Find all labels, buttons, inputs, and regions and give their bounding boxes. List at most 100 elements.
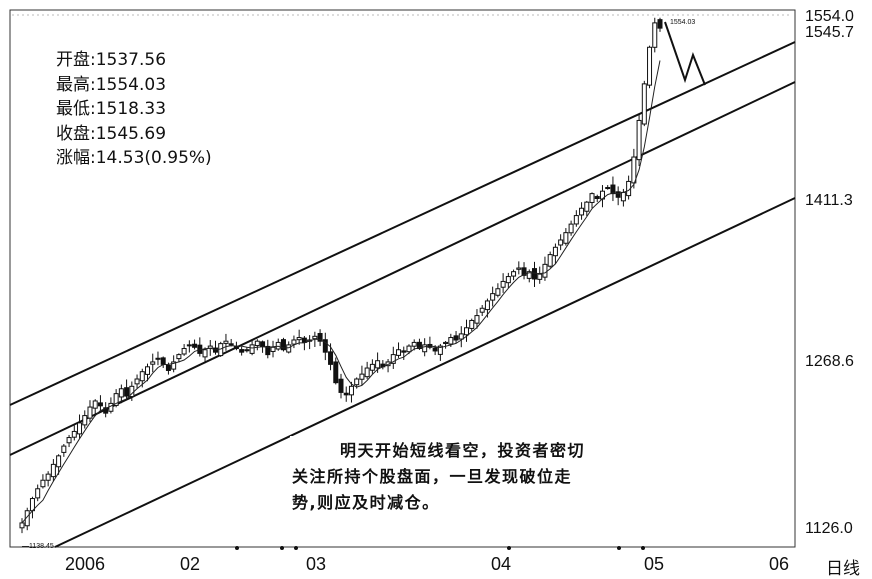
trend-line-lower: [54, 197, 796, 548]
candle-body: [406, 345, 412, 353]
candle-body: [233, 345, 239, 350]
candle-body: [479, 307, 485, 313]
candle-body: [511, 271, 517, 277]
candle-body: [139, 371, 145, 382]
candle-body: [239, 349, 245, 353]
event-markers: [235, 546, 645, 550]
candle-body: [443, 341, 449, 345]
y-label-second: 1545.7: [805, 24, 854, 41]
commentary-box: 明天开始短线看空，投资者密切 关注所持个股盘面，一旦发现破位走 势,则应及时减仓…: [290, 436, 665, 524]
candle-body: [411, 341, 417, 347]
candle-body: [641, 83, 647, 125]
candle-body: [526, 271, 532, 279]
y-label-fourth: 1268.6: [805, 353, 854, 370]
candle-body: [312, 335, 318, 340]
candle-body: [636, 119, 642, 161]
candle-body: [448, 337, 454, 345]
candle-body: [280, 339, 286, 351]
ohlc-info-panel: 开盘:1537.56 最高:1554.03 最低:1518.33 收盘:1545.69…: [56, 48, 212, 171]
candle-body: [275, 341, 281, 350]
candle-body: [432, 347, 438, 352]
candle-body: [265, 345, 271, 356]
candle-body: [35, 488, 41, 499]
event-marker: [294, 546, 298, 550]
projection-zigzag: [664, 21, 706, 86]
trend-line-upper: [9, 41, 796, 406]
x-label-02: 02: [179, 554, 201, 574]
commentary-line-3: 势,则应及时减仓。: [292, 493, 440, 512]
candle-body: [77, 422, 83, 435]
candle-body: [354, 378, 360, 386]
candle-body: [202, 349, 208, 358]
candle-body: [254, 340, 260, 347]
candle-body: [495, 288, 501, 296]
candle-body: [181, 348, 187, 355]
candle-body: [542, 263, 548, 278]
candle-body: [552, 246, 558, 257]
x-label-06: 06: [768, 554, 790, 574]
candle-body: [584, 201, 590, 212]
candle-body: [97, 402, 103, 407]
candle-body: [134, 378, 140, 385]
candle-body: [605, 187, 611, 190]
candle-body: [260, 341, 266, 347]
event-marker: [235, 546, 239, 550]
candle-body: [547, 254, 553, 267]
y-label-top: 1554.0: [805, 8, 854, 25]
info-row-2: 最低:1518.33: [56, 99, 167, 119]
candle-body: [610, 184, 616, 195]
candle-body: [369, 363, 375, 371]
event-marker: [507, 546, 511, 550]
candle-body: [333, 361, 339, 384]
candle-body: [103, 407, 109, 414]
commentary-line-1: 明天开始短线看空，投资者密切: [340, 441, 586, 460]
x-label-05: 05: [643, 554, 665, 574]
candle-body: [19, 522, 25, 529]
candle-body: [594, 196, 600, 200]
candle-body: [615, 191, 621, 198]
info-row-1: 最高:1554.03: [56, 74, 167, 95]
event-marker: [641, 546, 645, 550]
candle-body: [537, 273, 543, 280]
candle-body: [165, 364, 171, 371]
x-label-04: 04: [490, 554, 512, 574]
y-label-bottom: 1126.0: [805, 520, 853, 537]
candle-body: [484, 300, 490, 311]
candle-body: [56, 455, 62, 468]
candle-body: [422, 344, 428, 353]
candle-body: [589, 193, 595, 203]
candle-body: [24, 510, 30, 527]
candle-body: [343, 392, 349, 396]
y-label-third: 1411.3: [805, 192, 853, 209]
peak-annotation: 1554.03: [670, 19, 695, 26]
candle-body: [469, 319, 475, 329]
event-marker: [617, 546, 621, 550]
candle-body: [568, 223, 574, 234]
candle-body: [359, 373, 365, 380]
candle-body: [396, 349, 402, 356]
candle-body: [458, 333, 464, 340]
low-annotation: —1138.45: [22, 543, 54, 550]
candle-body: [338, 378, 344, 393]
candle-body: [375, 360, 381, 369]
candle-body: [328, 351, 334, 365]
candle-body: [50, 463, 56, 478]
candle-body: [45, 473, 51, 481]
candle-body: [531, 268, 537, 280]
candle-body: [317, 332, 323, 342]
trend-line-middle: [9, 81, 796, 456]
candle-body: [160, 357, 166, 365]
info-row-3: 收盘:1545.69: [56, 123, 167, 144]
candle-body: [437, 345, 443, 355]
candle-body: [416, 341, 422, 350]
candle-body: [223, 340, 229, 344]
candle-body: [270, 346, 276, 352]
candle-body: [464, 327, 470, 336]
x-label-2006: 2006: [64, 554, 106, 574]
candle-body: [145, 366, 151, 375]
candle-body: [176, 354, 182, 360]
candle-body: [171, 361, 177, 370]
candle-body: [558, 239, 564, 246]
candle-body: [563, 232, 569, 244]
